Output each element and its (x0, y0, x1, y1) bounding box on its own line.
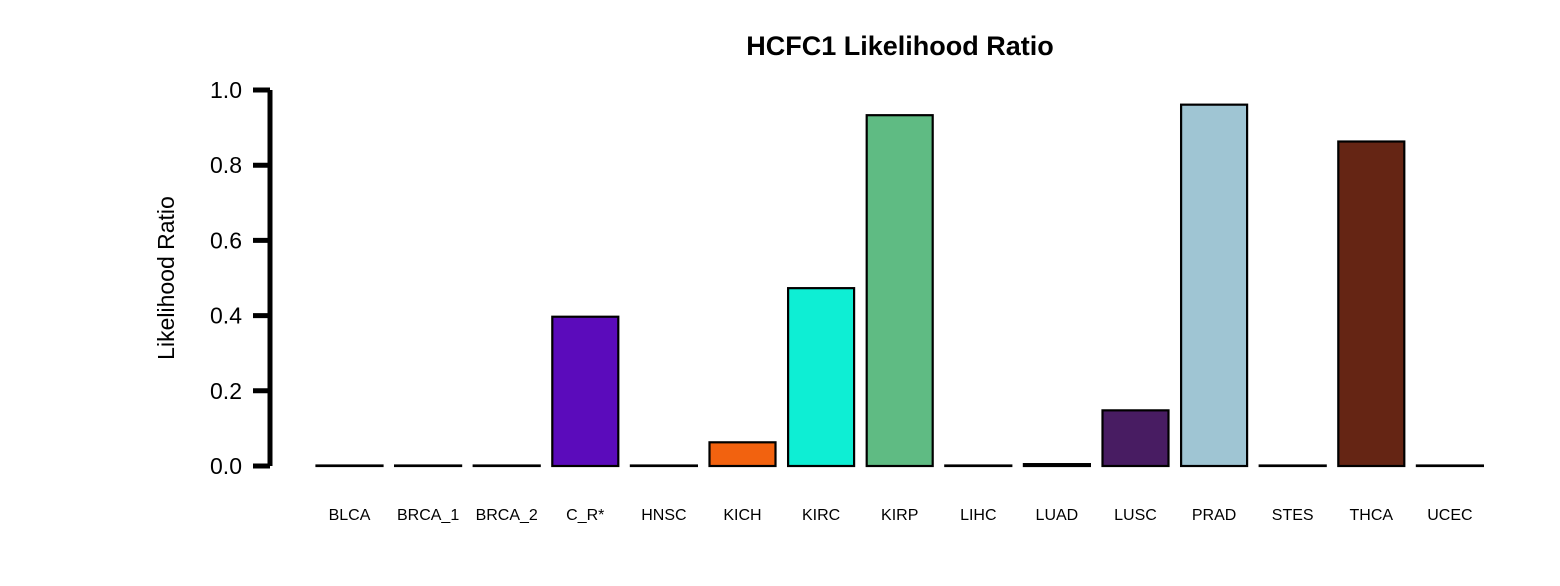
x-tick-label: LUAD (1036, 507, 1079, 524)
y-tick-label: 0.6 (210, 227, 242, 253)
bar-luad (1022, 463, 1092, 468)
x-tick-label: BRCA_2 (476, 507, 538, 524)
bar-kirp (865, 114, 934, 468)
y-tick-label: 0.2 (210, 378, 242, 404)
bar-kirc (786, 287, 856, 468)
x-tick-label: STES (1272, 507, 1314, 524)
bar-brca-2 (472, 464, 541, 468)
bar-lihc (944, 464, 1013, 468)
bar-prad (1179, 103, 1249, 468)
bar-brca-1 (394, 464, 463, 468)
y-axis: 0.0 0.2 0.4 0.6 0.8 1.0 (210, 77, 273, 479)
x-tick-label: PRAD (1192, 507, 1236, 524)
bar-c-r (551, 315, 620, 468)
bars (315, 103, 1485, 468)
x-tick-label: BRCA_1 (397, 507, 459, 524)
x-tick-label: BLCA (329, 507, 371, 524)
bar-blca (315, 464, 384, 468)
x-tick-label: C_R* (566, 507, 604, 524)
x-tick-label: LIHC (960, 507, 996, 524)
chart-title: HCFC1 Likelihood Ratio (746, 31, 1054, 61)
x-tick-label: KICH (723, 507, 761, 524)
y-tick-label: 0.8 (210, 152, 242, 178)
x-tick-label: KIRP (881, 507, 918, 524)
x-tick-label: HNSC (641, 507, 686, 524)
bar-hnsc (629, 464, 699, 468)
y-tick-label: 0.0 (210, 453, 242, 479)
x-tick-label: LUSC (1114, 507, 1157, 524)
bar-lusc (1101, 409, 1170, 468)
x-axis-labels: BLCA BRCA_1 BRCA_2 C_R* HNSC KICH KIRC KIRP LIHC… (329, 507, 1473, 524)
y-tick-label: 1.0 (210, 77, 242, 103)
bar-ucec (1415, 464, 1485, 468)
x-tick-label: THCA (1350, 507, 1394, 524)
bar-kich (708, 441, 777, 468)
bar-thca (1337, 140, 1406, 468)
y-tick-label: 0.4 (210, 303, 242, 329)
x-tick-label: KIRC (802, 507, 840, 524)
y-axis-label: Likelihood Ratio (153, 196, 179, 360)
bar-stes (1258, 464, 1327, 468)
x-tick-label: UCEC (1427, 507, 1472, 524)
